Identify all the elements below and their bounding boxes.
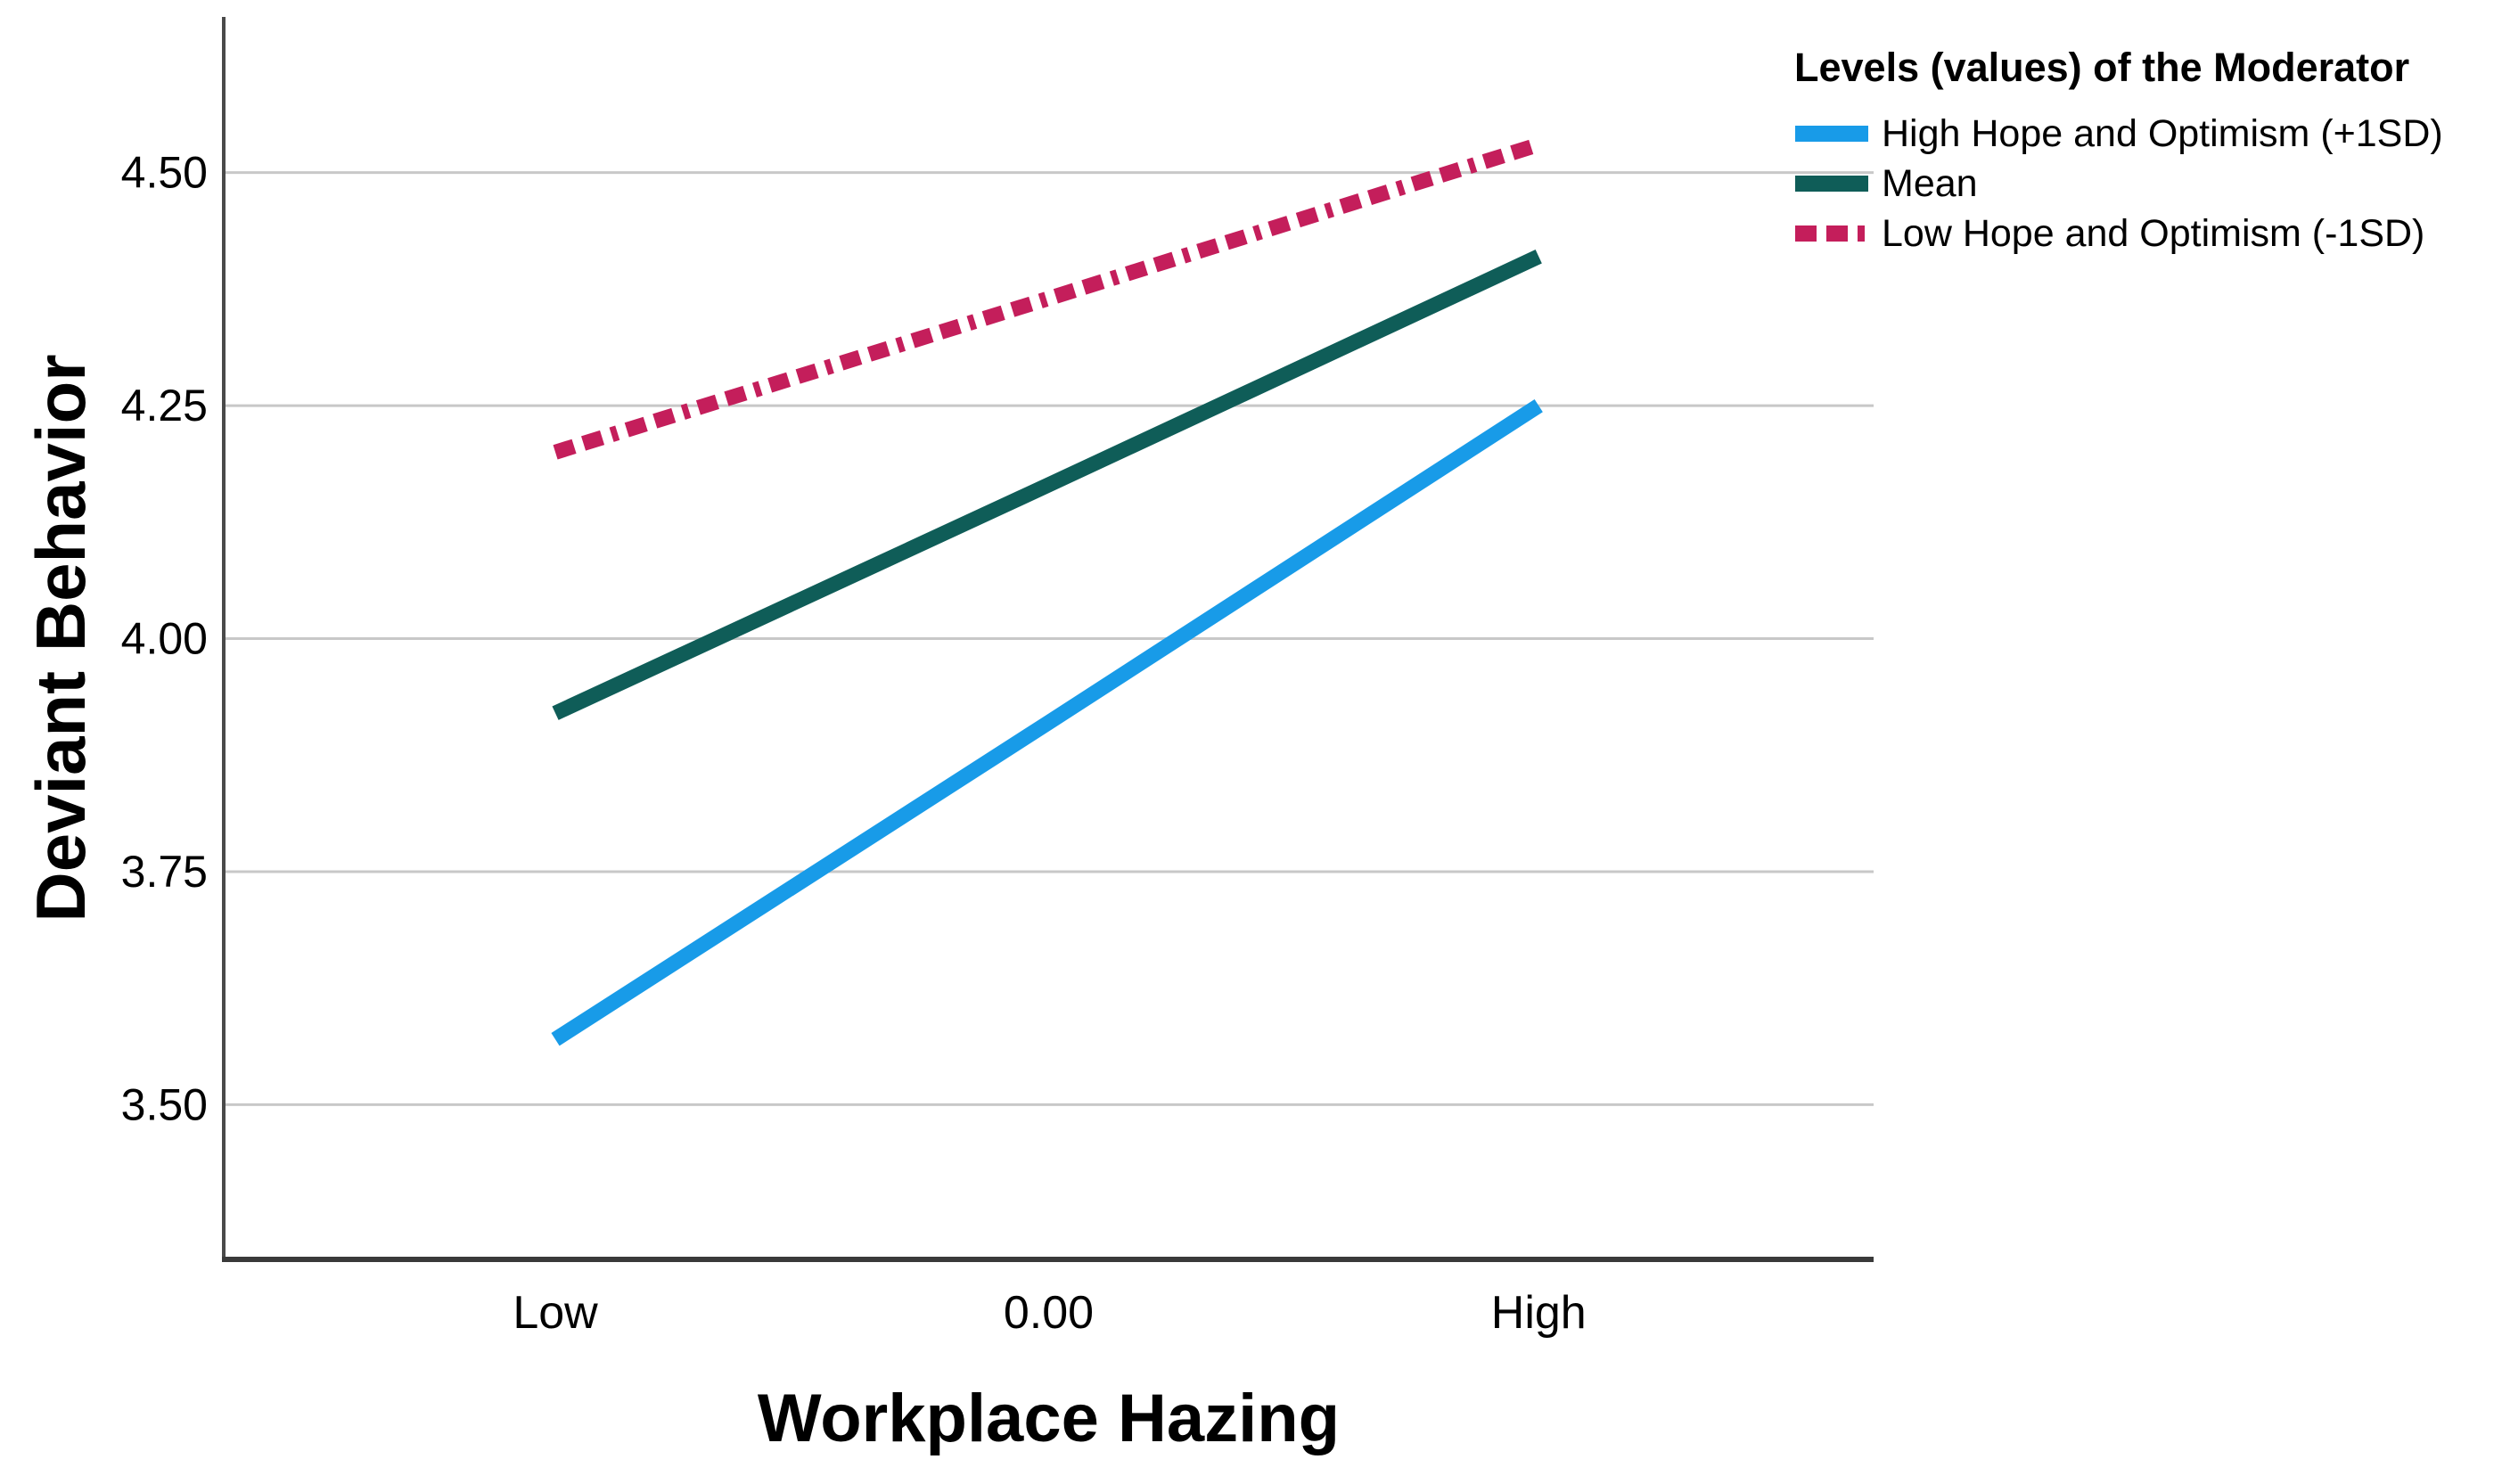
legend-label: High Hope and Optimism (+1SD) (1882, 111, 2443, 155)
legend-label: Low Hope and Optimism (-1SD) (1882, 211, 2425, 255)
y-axis-title: Deviant Behavior (21, 354, 100, 922)
x-tick-label: Low (513, 1287, 598, 1339)
legend: Levels (values) of the Moderator High Ho… (1794, 45, 2502, 258)
y-tick-label: 3.50 (121, 1079, 208, 1129)
x-tick-label: 0.00 (1004, 1287, 1094, 1339)
legend-label: Mean (1882, 161, 1978, 205)
x-tick-label: High (1491, 1287, 1587, 1339)
legend-swatch-low-hope-icon (1795, 225, 1868, 242)
x-axis-title: Workplace Hazing (757, 1381, 1341, 1456)
legend-item: High Hope and Optimism (+1SD) (1794, 109, 2502, 159)
legend-item: Low Hope and Optimism (-1SD) (1794, 209, 2502, 258)
y-tick-label: 4.25 (121, 381, 208, 430)
series-line-high-hope-and-optimism-1sd- (551, 398, 1543, 1046)
legend-title: Levels (values) of the Moderator (1794, 45, 2410, 90)
y-tick-label: 3.75 (121, 847, 208, 897)
series-line-low-hope-and-optimism-1sd- (553, 137, 1541, 460)
legend-item: Mean (1794, 159, 2502, 209)
legend-swatch-mean-icon (1795, 176, 1868, 192)
series-line-mean (552, 250, 1542, 720)
y-tick-label: 4.50 (121, 148, 208, 198)
y-tick-label: 4.00 (121, 614, 208, 664)
legend-swatch-high-hope-icon (1795, 126, 1868, 142)
